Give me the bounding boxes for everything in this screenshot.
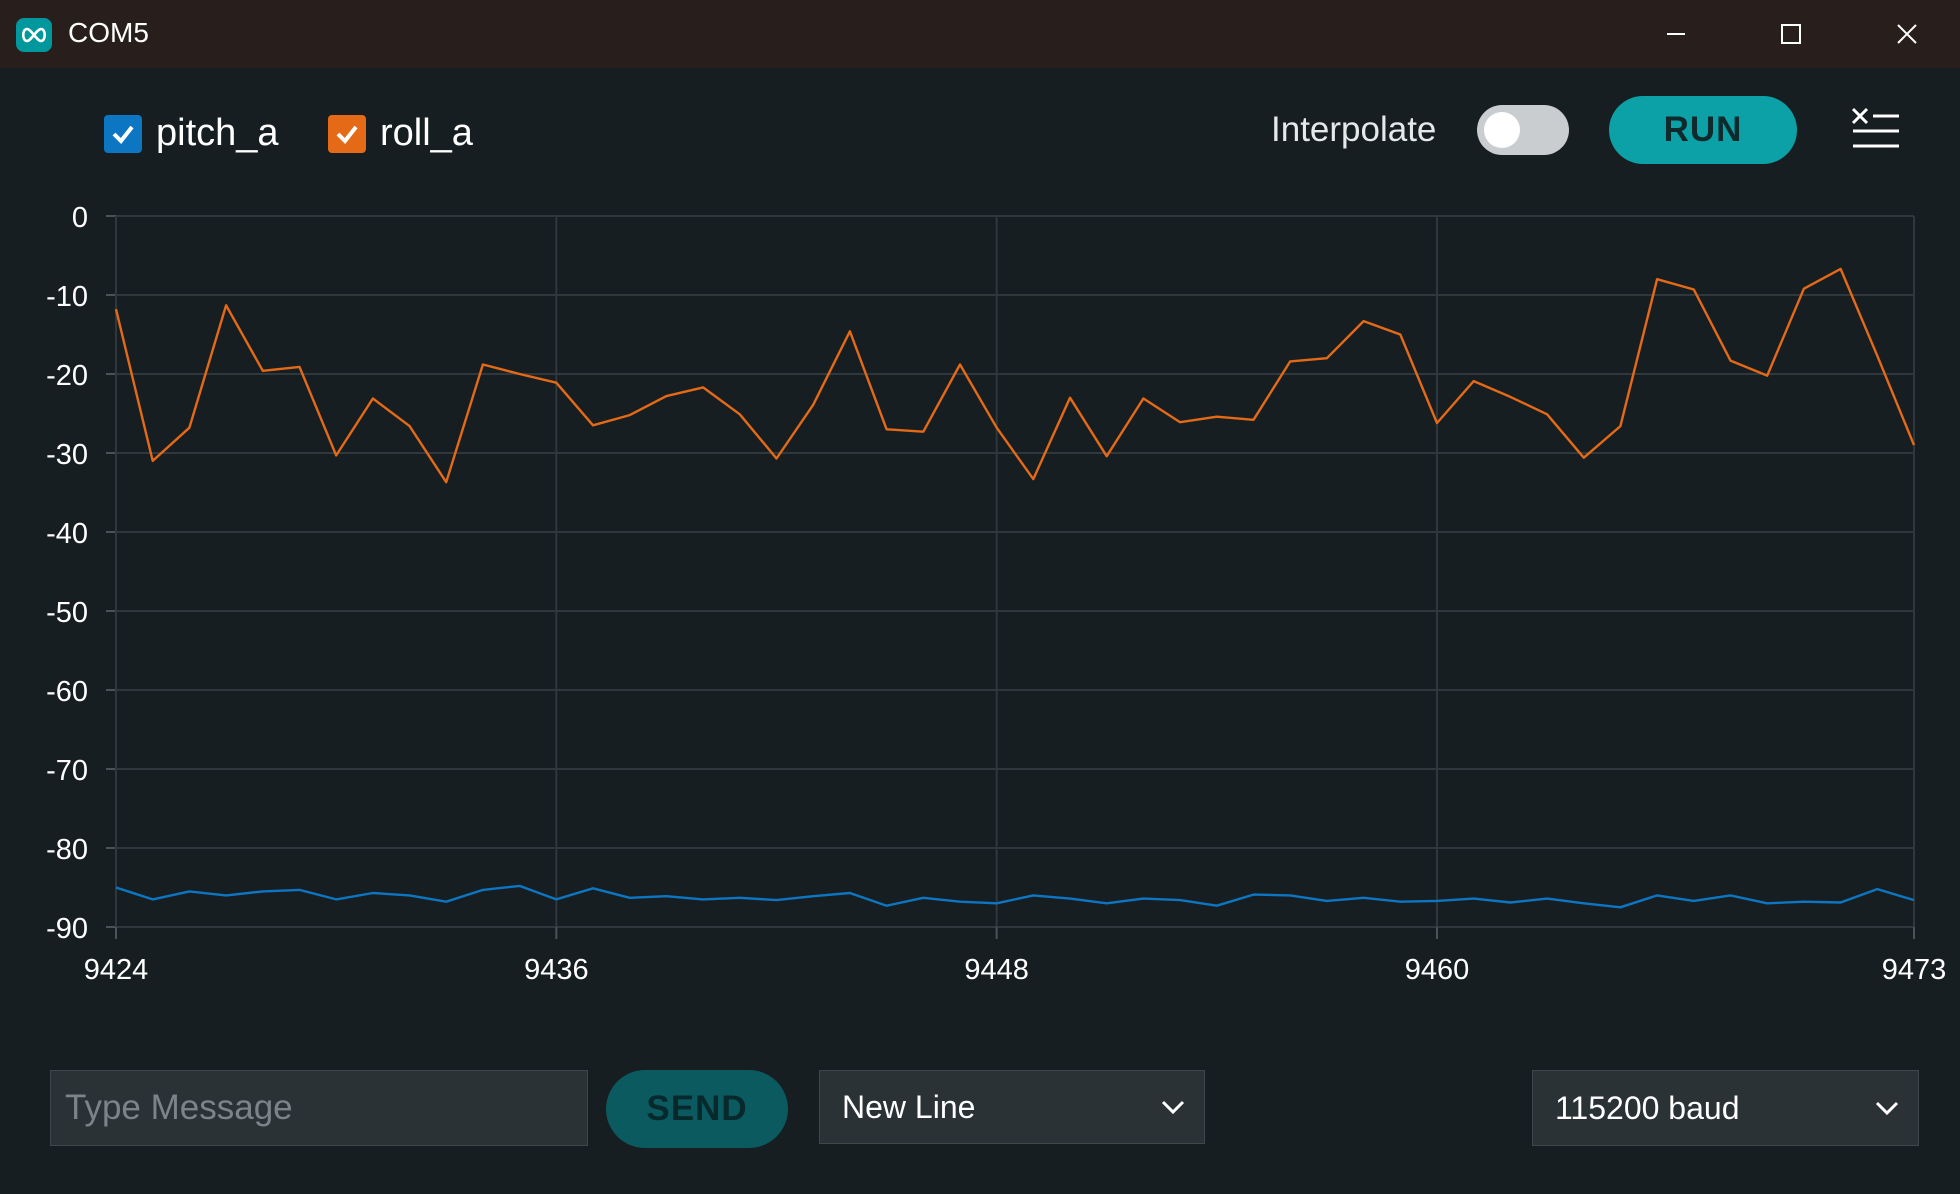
- chevron-down-icon: [1161, 1100, 1185, 1115]
- toggle-knob: [1484, 112, 1520, 148]
- line-ending-value: New Line: [842, 1088, 976, 1125]
- tick-label-y: -60: [46, 676, 88, 708]
- roll-a-checkbox[interactable]: [328, 114, 366, 153]
- baud-rate-value: 115200 baud: [1555, 1089, 1740, 1126]
- tick-label-y: 0: [72, 202, 88, 234]
- minimize-button[interactable]: [1641, 10, 1711, 58]
- legend-item-roll-a[interactable]: roll_a: [328, 112, 473, 155]
- tick-label-x: 9473: [1882, 954, 1947, 986]
- tick-label-y: -40: [46, 518, 88, 550]
- run-button[interactable]: RUN: [1609, 96, 1797, 164]
- legend-item-pitch-a[interactable]: pitch_a: [104, 112, 279, 155]
- clear-output-button[interactable]: [1848, 104, 1904, 152]
- send-button[interactable]: SEND: [606, 1070, 788, 1148]
- tick-label-y: -50: [46, 597, 88, 629]
- pitch-a-checkbox[interactable]: [104, 114, 142, 153]
- message-input[interactable]: [50, 1070, 588, 1146]
- maximize-button[interactable]: [1756, 10, 1826, 58]
- maximize-icon: [1781, 24, 1801, 44]
- minimize-icon: [1667, 33, 1685, 35]
- checkmark-icon: [336, 125, 358, 144]
- legend-label-roll-a: roll_a: [380, 112, 473, 154]
- tick-label-y: -20: [46, 360, 88, 392]
- tick-label-y: -10: [46, 281, 88, 313]
- tick-label-y: -70: [46, 755, 88, 787]
- tick-label-y: -80: [46, 834, 88, 866]
- close-button[interactable]: [1872, 10, 1942, 58]
- tick-label-x: 9448: [964, 954, 1029, 986]
- tick-label-y: -90: [46, 913, 88, 945]
- interpolate-label: Interpolate: [1271, 110, 1437, 149]
- line-ending-select[interactable]: New Line: [819, 1070, 1205, 1144]
- chevron-down-icon: [1875, 1101, 1899, 1116]
- checkmark-icon: [112, 125, 134, 144]
- series-line-pitch-a: [115, 884, 1915, 909]
- baud-rate-select[interactable]: 115200 baud: [1532, 1070, 1919, 1146]
- clear-output-icon: [1851, 107, 1899, 148]
- title-bar: COM5: [0, 0, 1960, 68]
- interpolate-toggle[interactable]: [1477, 105, 1569, 155]
- tick-label-x: 9436: [524, 954, 589, 986]
- window-title: COM5: [68, 17, 149, 48]
- legend-label-pitch-a: pitch_a: [156, 112, 279, 154]
- arduino-infinity-icon: [16, 18, 52, 52]
- tick-label-y: -30: [46, 439, 88, 471]
- serial-plot-chart: 0 -10 -20 -30 -40 -50 -60 -70 -80 -90 9424 9436 9448…: [46, 202, 1947, 986]
- close-icon: [1897, 24, 1917, 44]
- tick-label-x: 9424: [84, 954, 149, 986]
- tick-label-x: 9460: [1405, 954, 1470, 986]
- series-line-roll-a: [114, 267, 1916, 484]
